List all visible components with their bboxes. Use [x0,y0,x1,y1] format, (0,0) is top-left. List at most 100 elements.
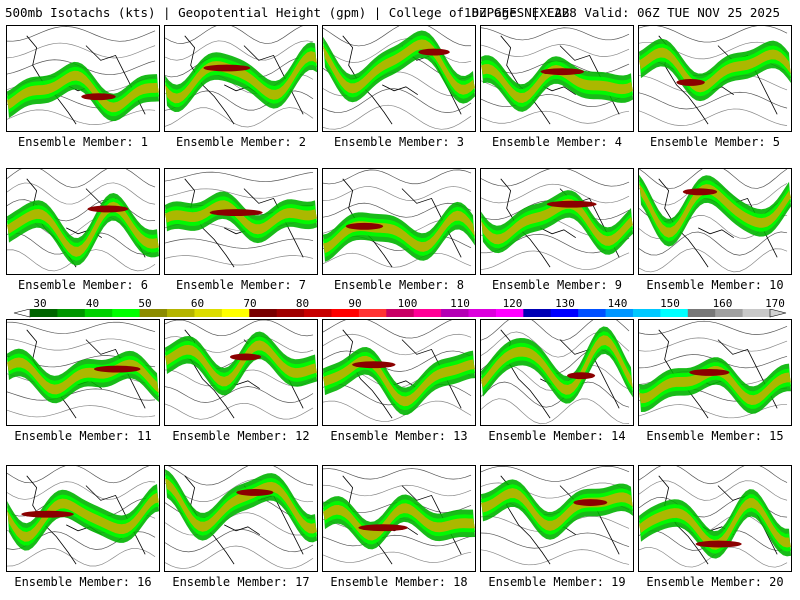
isotach-band-70kt [481,335,633,395]
jet-stream-map [323,169,475,268]
colorbar-swatch [441,309,470,317]
isotach-band-70kt [165,200,317,235]
jet-stream-map [7,321,159,419]
ensemble-member-panel [480,465,634,572]
colorbar-tick-label: 60 [190,297,205,310]
jet-max-core [229,353,262,361]
jet-stream-map [165,466,317,569]
colorbar-swatch [194,309,223,317]
height-contour [481,183,630,204]
jet-stream-map [323,26,475,130]
colorbar-swatch [304,309,332,317]
jet-max-core [93,365,141,373]
height-contour [639,91,788,110]
run-valid-time: 18Z GEFS | F228 Valid: 06Z TUE NOV 25 20… [463,5,780,20]
height-contour [323,534,472,547]
isotach-band-70kt [323,503,475,541]
height-contour [639,231,788,256]
jet-max-core [540,68,585,76]
height-contour [481,94,630,108]
height-contour [481,549,630,566]
ensemble-member-label: Ensemble Member: 15 [646,429,784,443]
height-contour [7,26,156,42]
height-contour [481,320,630,341]
isotach-band-70kt [165,340,317,387]
jet-max-core [676,78,705,86]
height-contour [7,548,156,567]
ensemble-member-label: Ensemble Member: 11 [14,429,152,443]
height-contour [323,468,472,480]
height-contour [639,26,788,43]
height-contour [481,169,630,187]
ensemble-member-label: Ensemble Member: 17 [172,575,310,589]
jet-stream-map [165,26,317,128]
jet-max-core [418,48,450,56]
ensemble-member-panel [6,25,160,132]
jet-max-core [352,361,396,369]
height-contour [481,398,630,425]
height-contour [323,551,472,563]
jet-max-core [81,93,116,101]
height-contour [323,484,472,497]
ensemble-member-label: Ensemble Member: 10 [646,278,784,292]
height-contour [165,402,314,420]
isotach-colorbar: 30 40 50 60 70 80 90 100 110 120 130 140 150 160 170 [10,298,790,318]
jet-stream-map [7,466,159,567]
isotach-band-70kt [639,183,791,238]
ensemble-member-label: Ensemble Member: 14 [488,429,626,443]
colorbar-tick-label: 90 [348,297,362,310]
colorbar-tick-label: 110 [450,297,470,310]
colorbar-swatch [742,309,771,317]
jet-stream-map [323,468,475,565]
jet-max-core [546,200,597,208]
height-contour [639,108,788,126]
height-contour [323,400,472,422]
jet-stream-map [7,169,159,272]
jet-stream-map [323,320,475,422]
ensemble-member-panel [480,168,634,275]
jet-max-core [209,209,263,217]
product-title: 500mb Isotachs (kts) | Geopotential Heig… [5,5,570,20]
height-contour [323,186,472,201]
ensemble-member-panel [164,319,318,426]
height-contour [481,44,630,57]
height-contour [165,40,314,61]
jet-stream-map [639,169,791,273]
height-contour [639,337,788,352]
ensemble-member-panel [480,25,634,132]
height-contour [481,466,630,482]
jet-stream-map [639,466,791,568]
ensemble-member-panel [164,465,318,572]
isotach-band-70kt [323,355,475,407]
jet-max-core [203,64,251,72]
colorbar-tick-label: 40 [85,297,100,310]
jet-max-core [567,372,596,380]
jet-stream-map [639,320,791,419]
ensemble-member-label: Ensemble Member: 5 [649,135,781,149]
height-contour [323,202,472,218]
isotach-band-70kt [481,488,633,531]
isotach-band-70kt [165,478,317,534]
colorbar-swatch [715,309,744,317]
colorbar-swatch [523,309,552,317]
height-contour [165,545,314,569]
isotach-band-70kt [7,492,159,542]
colorbar-swatch [167,309,195,317]
height-contour [639,248,788,273]
colorbar-swatch [687,309,716,317]
height-contour [481,110,630,124]
ensemble-member-panel [6,465,160,572]
ensemble-member-panel [322,25,476,132]
isotach-band-70kt [7,70,159,113]
colorbar-tick-label: 130 [555,297,575,310]
ensemble-member-label: Ensemble Member: 6 [17,278,149,292]
height-contour [481,27,630,41]
ensemble-member-panel [638,25,792,132]
ensemble-member-label: Ensemble Member: 9 [491,278,623,292]
height-contour [323,350,472,372]
colorbar-tick-label: 160 [712,297,733,310]
jet-max-core [689,368,730,376]
isotach-band-50kt [639,43,791,97]
ensemble-member-label: Ensemble Member: 18 [330,575,468,589]
height-contour [323,38,472,63]
